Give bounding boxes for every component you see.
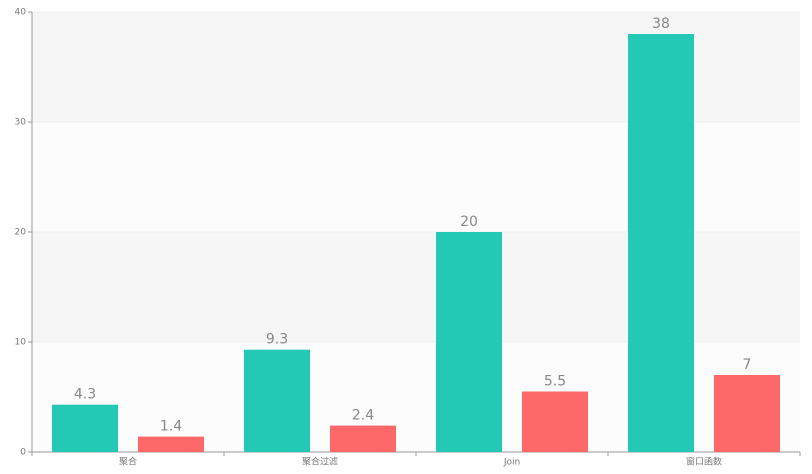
x-tick-label: 窗口函数 — [686, 456, 722, 468]
value-label: 5.5 — [544, 374, 566, 390]
bar — [522, 391, 588, 452]
y-tick-label: 30 — [15, 118, 27, 128]
value-label: 2.4 — [352, 408, 374, 424]
bar — [436, 232, 502, 452]
x-tick-label: 聚合过滤 — [302, 456, 338, 468]
y-tick-label: 20 — [15, 228, 27, 238]
x-tick-label: 聚合 — [119, 456, 137, 468]
y-tick-label: 40 — [15, 8, 27, 18]
value-label: 4.3 — [74, 387, 96, 403]
bar — [714, 375, 780, 452]
bar — [138, 436, 204, 452]
value-label: 38 — [652, 16, 670, 32]
y-tick-label: 0 — [20, 448, 26, 458]
value-label: 1.4 — [160, 419, 182, 435]
bar — [330, 425, 396, 452]
bar — [52, 404, 118, 452]
y-tick-label: 10 — [15, 338, 27, 348]
value-label: 9.3 — [266, 332, 288, 348]
bar — [244, 349, 310, 452]
bar — [628, 34, 694, 452]
value-label: 7 — [743, 357, 752, 373]
value-label: 20 — [460, 214, 478, 230]
x-tick-label: Join — [503, 458, 520, 468]
